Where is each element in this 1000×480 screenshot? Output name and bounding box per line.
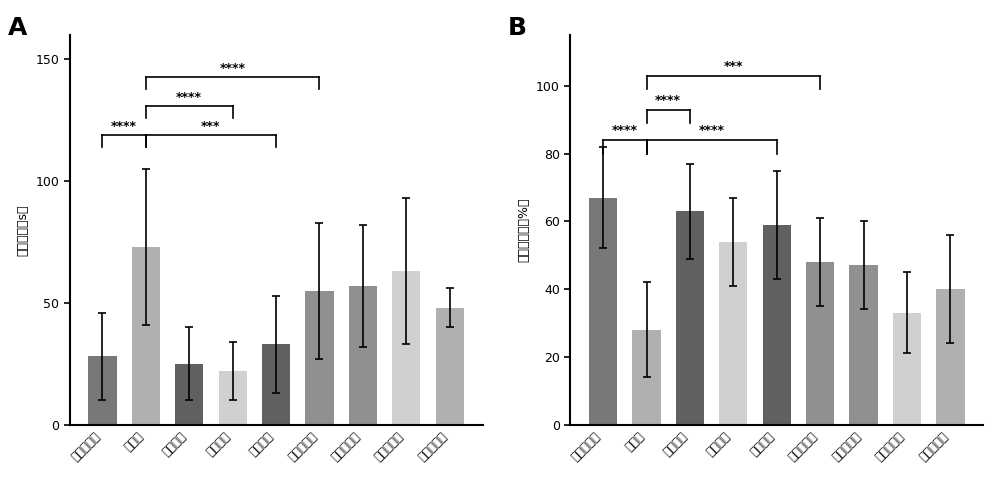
Y-axis label: 寻洞时间（s）: 寻洞时间（s） — [17, 204, 30, 255]
Text: ***: *** — [201, 120, 221, 133]
Y-axis label: 正确交替率（%）: 正确交替率（%） — [517, 198, 530, 262]
Text: A: A — [8, 16, 27, 40]
Bar — [719, 242, 747, 424]
Bar — [806, 262, 834, 424]
Bar — [305, 291, 334, 424]
Bar — [88, 356, 117, 424]
Text: ***: *** — [724, 60, 743, 73]
Bar — [849, 265, 878, 424]
Bar — [676, 211, 704, 424]
Bar — [632, 330, 661, 424]
Bar — [893, 313, 921, 424]
Text: ****: **** — [699, 124, 725, 137]
Bar — [392, 271, 420, 424]
Bar — [219, 371, 247, 424]
Text: ****: **** — [220, 61, 246, 74]
Bar — [589, 198, 617, 424]
Text: ****: **** — [111, 120, 137, 133]
Bar — [436, 308, 464, 424]
Text: ****: **** — [176, 91, 202, 104]
Text: ****: **** — [612, 124, 638, 137]
Bar — [763, 225, 791, 424]
Bar — [262, 344, 290, 424]
Bar — [936, 289, 965, 424]
Text: B: B — [508, 16, 527, 40]
Bar — [132, 247, 160, 424]
Text: ****: **** — [655, 94, 681, 107]
Bar — [175, 364, 203, 424]
Bar — [349, 286, 377, 424]
